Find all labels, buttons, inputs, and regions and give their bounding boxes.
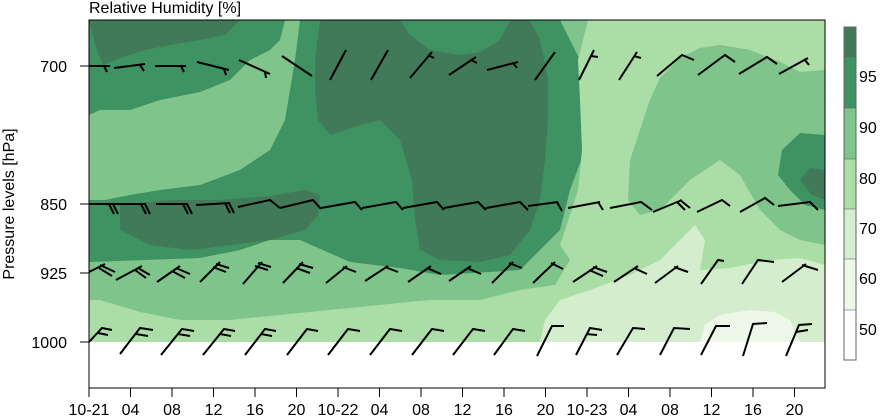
y-axis-title: Pressure levels [hPa] [1,128,18,279]
x-tick-label: 16 [744,402,762,418]
plot-area [88,19,826,389]
contour-band-70-80-low [89,285,560,342]
x-tick-label: 20 [537,402,555,418]
x-axis [88,388,795,397]
contour-band-80-90-topleft [89,20,300,200]
x-tick-label: 08 [163,402,181,418]
x-tick-label: 04 [122,402,140,418]
y-tick-850: 850 [40,197,67,214]
contour-band-95-topleft [89,20,240,65]
contour-band-95-right [800,168,825,200]
x-tick-labels: 10-21 04 08 12 16 20 10-22 04 08 12 16 2… [69,402,804,418]
x-tick-label: 20 [288,402,306,418]
contour-band-80-90-right [635,45,825,200]
contour-band-95-central [315,20,548,262]
wind-barb-row-1000 [88,322,813,357]
y-axis [80,65,89,343]
wind-barbs [88,49,819,357]
x-tick-label: 16 [495,402,513,418]
contour-band-50-60 [700,310,800,342]
x-tick-label: 12 [703,402,721,418]
colorbar-label-80: 80 [859,171,877,188]
wind-barb-row-850 [89,196,819,215]
y-tick-925: 925 [40,266,67,283]
colorbar-label-50: 50 [859,322,877,339]
x-tick-label: 16 [246,402,264,418]
x-tick-label: 04 [620,402,638,418]
y-tick-1000: 1000 [31,335,67,352]
colorbar-label-90: 90 [859,120,877,137]
colorbar-label-95: 95 [859,69,877,86]
x-tick-label: 10-22 [318,402,359,418]
y-tick-700: 700 [40,59,67,76]
x-tick-label: 12 [454,402,472,418]
x-tick-label: 08 [661,402,679,418]
wind-barb-row-700 [89,49,810,81]
colorbar-label-70: 70 [859,221,877,238]
x-tick-label: 10-23 [567,402,608,418]
wind-barb-row-925 [88,258,819,285]
x-tick-label: 20 [786,402,804,418]
contour-band-70-80-right [89,20,825,342]
x-tick-label: 10-21 [69,402,110,418]
x-tick-label: 04 [371,402,389,418]
x-tick-label: 12 [205,402,223,418]
chart-title: Relative Humidity [%] [89,0,241,17]
colorbar-label-60: 60 [859,271,877,288]
x-tick-label: 08 [412,402,430,418]
colorbar: 95 90 80 70 60 50 [843,26,877,361]
